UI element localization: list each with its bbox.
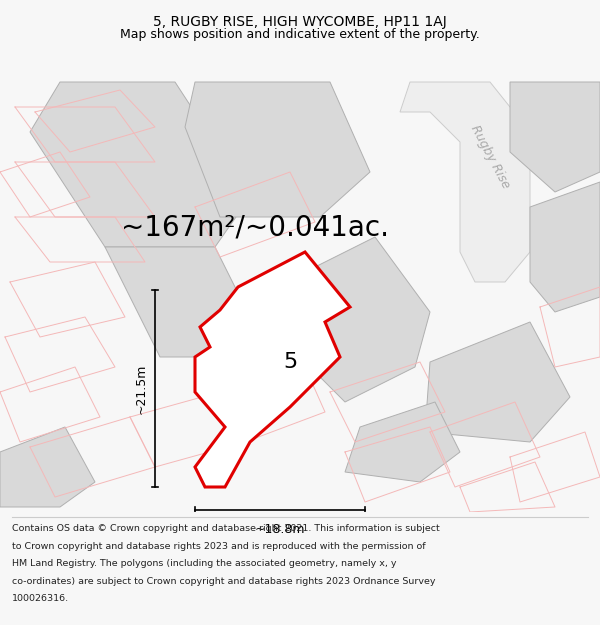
Polygon shape [0, 427, 95, 507]
Polygon shape [345, 402, 460, 482]
Text: Rugby Rise: Rugby Rise [468, 123, 512, 191]
Text: 100026316.: 100026316. [12, 594, 69, 604]
Text: to Crown copyright and database rights 2023 and is reproduced with the permissio: to Crown copyright and database rights 2… [12, 542, 425, 551]
Polygon shape [285, 237, 430, 402]
Polygon shape [510, 82, 600, 192]
Polygon shape [530, 182, 600, 312]
Polygon shape [30, 82, 250, 247]
Text: Map shows position and indicative extent of the property.: Map shows position and indicative extent… [120, 28, 480, 41]
Text: 5: 5 [283, 352, 297, 372]
Text: 5, RUGBY RISE, HIGH WYCOMBE, HP11 1AJ: 5, RUGBY RISE, HIGH WYCOMBE, HP11 1AJ [153, 14, 447, 29]
Text: HM Land Registry. The polygons (including the associated geometry, namely x, y: HM Land Registry. The polygons (includin… [12, 559, 397, 569]
Text: ~21.5m: ~21.5m [134, 363, 148, 414]
Text: ~167m²/~0.041ac.: ~167m²/~0.041ac. [121, 213, 389, 241]
Polygon shape [195, 252, 350, 487]
Polygon shape [105, 247, 270, 357]
Text: ~18.8m: ~18.8m [255, 523, 305, 536]
Polygon shape [400, 82, 530, 282]
Text: co-ordinates) are subject to Crown copyright and database rights 2023 Ordnance S: co-ordinates) are subject to Crown copyr… [12, 577, 436, 586]
Polygon shape [185, 82, 370, 217]
Text: Contains OS data © Crown copyright and database right 2021. This information is : Contains OS data © Crown copyright and d… [12, 524, 440, 533]
Polygon shape [425, 322, 570, 442]
